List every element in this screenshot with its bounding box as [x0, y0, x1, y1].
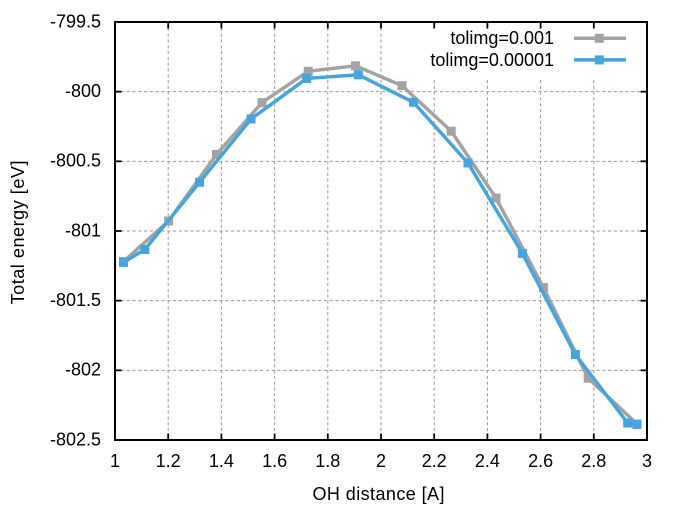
- svg-text:1: 1: [110, 451, 120, 471]
- svg-text:3: 3: [642, 451, 652, 471]
- svg-text:-802: -802: [65, 360, 101, 380]
- svg-text:1.8: 1.8: [315, 451, 340, 471]
- svg-text:OH distance [A]: OH distance [A]: [313, 484, 445, 504]
- svg-text:1.6: 1.6: [262, 451, 287, 471]
- svg-text:-802.5: -802.5: [50, 429, 101, 449]
- svg-text:2.6: 2.6: [528, 451, 553, 471]
- svg-text:tolimg=0.001: tolimg=0.001: [450, 28, 554, 48]
- svg-text:tolimg=0.00001: tolimg=0.00001: [430, 50, 554, 70]
- svg-text:2.4: 2.4: [475, 451, 500, 471]
- svg-text:Total energy [eV]: Total energy [eV]: [8, 160, 28, 304]
- svg-text:2.8: 2.8: [581, 451, 606, 471]
- svg-text:1.2: 1.2: [156, 451, 181, 471]
- svg-text:-800: -800: [65, 81, 101, 101]
- svg-text:2.2: 2.2: [422, 451, 447, 471]
- svg-text:-799.5: -799.5: [50, 11, 101, 31]
- svg-text:-801.5: -801.5: [50, 290, 101, 310]
- svg-text:-800.5: -800.5: [50, 151, 101, 171]
- svg-text:2: 2: [376, 451, 386, 471]
- svg-text:1.4: 1.4: [209, 451, 234, 471]
- svg-text:-801: -801: [65, 220, 101, 240]
